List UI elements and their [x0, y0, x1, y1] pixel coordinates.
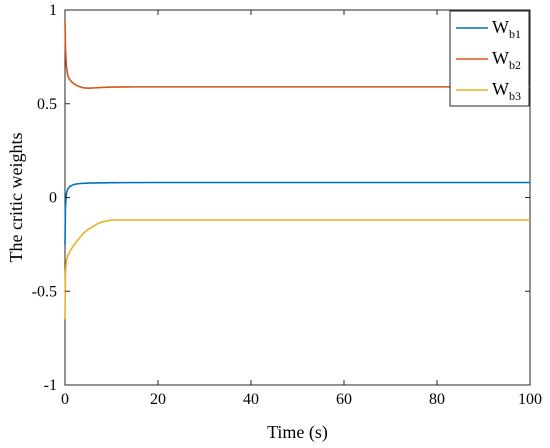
series-line-b1: [64, 181, 530, 245]
y-axis-label: The critic weights: [6, 133, 26, 263]
y-tick-label: -1: [44, 377, 57, 394]
y-tick-label: 1: [49, 2, 57, 19]
x-tick-label: 100: [518, 391, 542, 408]
series-layer: [64, 21, 530, 320]
y-tick-label: 0.5: [37, 96, 57, 113]
series-line-b2: [64, 21, 530, 89]
y-tick-label: -0.5: [32, 283, 57, 300]
legend-label-subscript: b3: [509, 89, 521, 103]
y-tick-label: 0: [49, 190, 57, 207]
x-axis-label: Time (s): [267, 422, 328, 443]
legend-label-subscript: b1: [509, 27, 521, 41]
tick-layer: 0 20 40 60 80 100 -1 -0.5 0 0.5 1: [32, 2, 542, 408]
x-tick-label: 20: [150, 391, 166, 408]
x-tick-label: 60: [336, 391, 352, 408]
x-tick-label: 0: [61, 391, 69, 408]
x-tick-label: 40: [243, 391, 259, 408]
x-tick-label: 80: [429, 391, 445, 408]
series-line-b3: [64, 219, 530, 320]
legend-label-subscript: b2: [509, 58, 521, 72]
